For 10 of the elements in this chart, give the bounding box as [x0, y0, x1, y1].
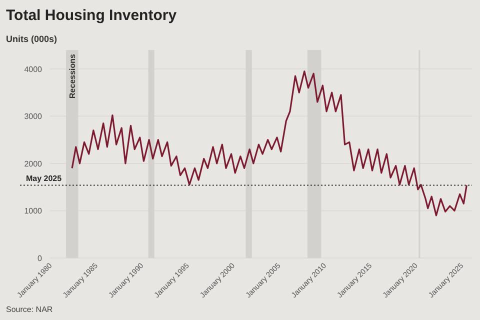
ref-line-label: May 2025 — [26, 174, 62, 184]
y-tick-label: 2000 — [24, 159, 43, 168]
y-tick-label: 3000 — [24, 112, 43, 122]
y-axis-title: Units (000s) — [6, 34, 58, 44]
y-tick-label: 4000 — [24, 64, 43, 74]
y-tick-label: 1000 — [24, 206, 43, 216]
y-tick-label: 0 — [38, 254, 43, 263]
source-note: Source: NAR — [6, 305, 53, 314]
chart-title: Total Housing Inventory — [6, 7, 178, 24]
band-label: Recessions — [68, 53, 78, 98]
